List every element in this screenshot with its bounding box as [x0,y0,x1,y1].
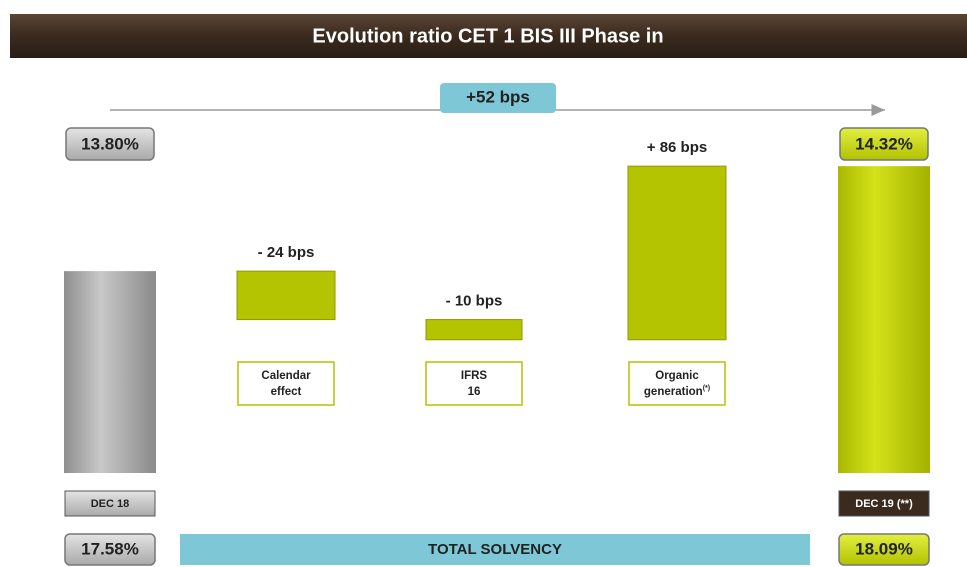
chart-title: Evolution ratio CET 1 BIS III Phase in [312,25,663,47]
bar [236,270,336,321]
category-box [237,361,335,406]
solvency-value: 18.09% [855,539,913,558]
value-label-box [65,127,155,161]
total-change-box [440,83,556,113]
category-box [425,361,523,406]
solvency-value: 17.58% [81,539,139,558]
total-solvency-bar [180,534,810,565]
category-label: DEC 18 [91,498,130,510]
bar [627,165,727,341]
total-solvency-label: TOTAL SOLVENCY [428,541,562,558]
solvency-box [838,533,930,566]
category-note: (*) [703,385,710,392]
value-label: - 24 bps [258,244,315,261]
value-label: 13.80% [81,134,139,153]
value-label: + 86 bps [647,139,707,156]
category-box [838,490,930,517]
bar [425,319,523,341]
bar [64,271,156,473]
category-label: Calendar effect [261,370,311,398]
total-change-label: +52 bps [466,87,530,106]
title-bar [10,14,967,58]
category-label: Organic generation(*) [644,370,710,398]
solvency-box [64,533,156,566]
value-label: - 10 bps [446,293,503,310]
value-label-box [839,127,929,161]
category-label: DEC 19 (**) [855,498,913,510]
category-box [64,490,156,517]
value-label: 14.32% [855,134,913,153]
category-box [628,361,726,406]
category-label: IFRS 16 [461,370,488,398]
bar [838,166,930,473]
